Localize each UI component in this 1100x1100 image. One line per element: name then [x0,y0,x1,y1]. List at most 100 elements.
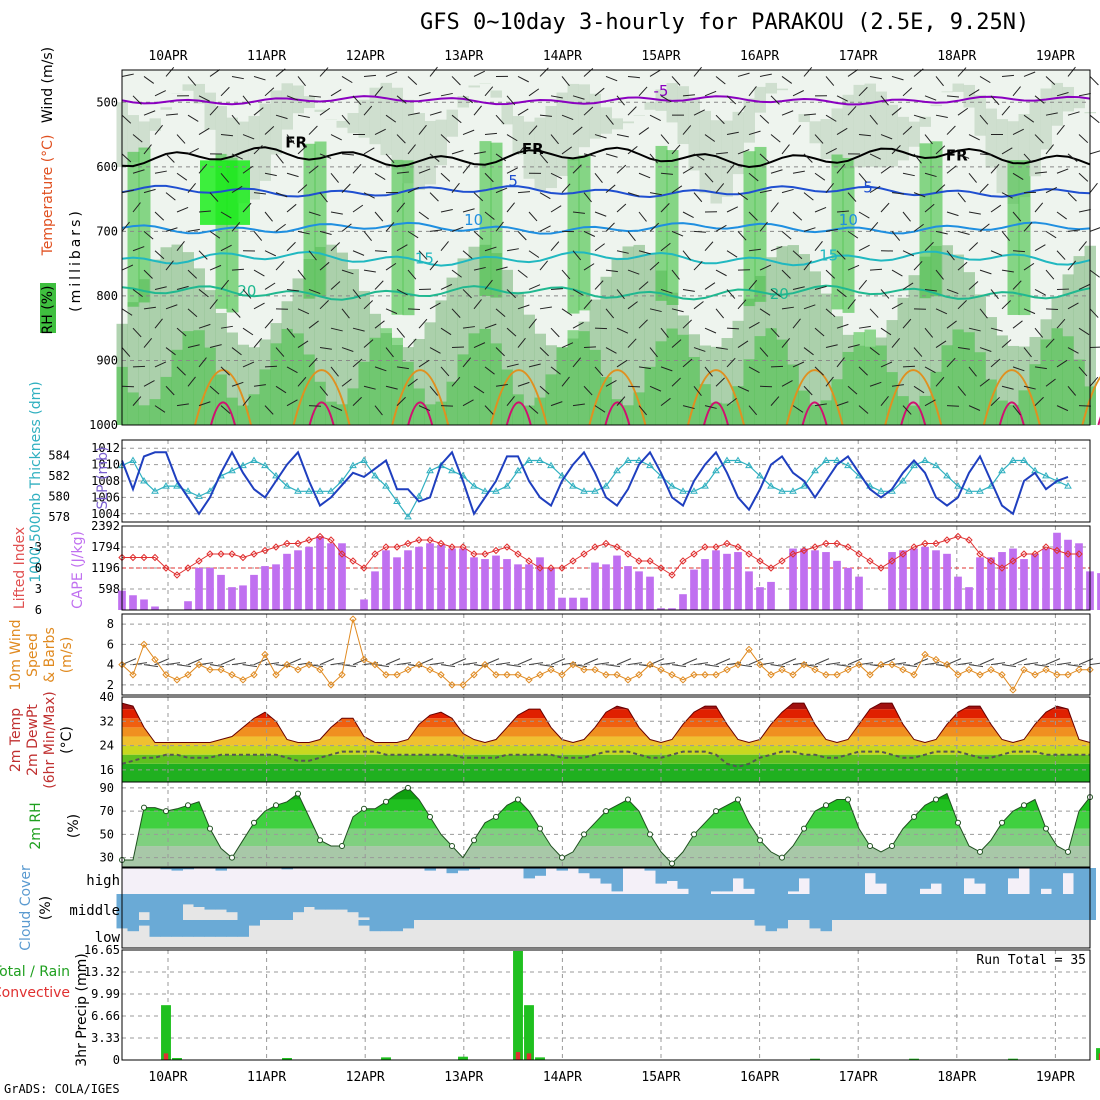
wind-barb [792,318,801,329]
surface-wind-barb [693,662,709,666]
cloud-cell [996,868,1008,894]
wind-point [283,660,291,669]
rh-band [149,118,161,131]
rh-band [1040,88,1052,150]
cloud-cell [721,894,733,920]
rh-point [735,796,741,803]
rh-band [534,397,546,425]
cape-bar [217,574,225,610]
thickness-point [734,456,742,463]
wind-barb [759,347,769,357]
wind-barb [682,94,695,97]
wind-point [316,665,324,674]
wind-barb [902,282,914,290]
surface-wind-barb [539,664,555,668]
lifted-point [789,550,797,558]
lifted-point [965,536,973,544]
wind-barb [209,192,219,202]
cape-bar [1064,539,1072,610]
wind-barb [1012,86,1021,97]
wind-point [701,671,709,679]
thickness-point [976,487,984,494]
wind-point [371,660,379,669]
wind-barb [517,381,530,387]
wind-barb [869,185,881,194]
wind-barb [770,169,783,174]
wind-barb [385,347,394,358]
bottom-date-tick: 16APR [740,1070,779,1085]
wind-barb [660,95,672,103]
wind-barb [781,110,794,116]
slp-axis-label: SLP (mb) [95,446,111,509]
wind-barb [979,183,989,193]
thickness-point [591,487,599,494]
cloud-cell [688,894,700,920]
wind-barb [913,385,925,394]
cloud-cell [1051,868,1063,894]
lifted-point [701,543,709,551]
cape-bar [206,567,214,610]
wind-barb [572,250,582,261]
wind-barb [550,401,563,407]
lifted-point [228,550,236,558]
thickness-tick-label: 584 [48,448,70,462]
wind-barb [616,289,625,300]
wind-barb [671,308,684,313]
cape-bar [371,571,379,610]
rh-band [787,101,799,102]
cloud-cell [303,894,315,907]
wind-point [327,681,335,689]
surface-wind-barb [924,662,940,666]
wind-barb [836,401,849,407]
wind-barb [737,105,746,116]
temp-band [122,763,1090,782]
thickness-point [250,456,258,463]
cape-bar [734,552,742,610]
rh-band [996,400,1008,425]
wind-barb [198,163,208,174]
cloud-cell [776,894,788,920]
wind-barb [308,320,319,329]
rh-band [941,91,953,93]
rh-axis-label: RH (%) [40,286,56,335]
cloud-cell [820,894,832,920]
wind-point [866,671,874,679]
wind-barb [781,76,793,84]
rh-band [380,82,392,156]
wind-barb [407,144,416,155]
temp-tick-label: 24 [100,739,114,753]
wind-point [932,655,940,664]
wind-barb [374,250,388,253]
wind-barb [253,75,266,81]
wind-barb [979,76,991,84]
wind-barb [836,127,848,135]
wind-barb [858,244,870,252]
wind-point [404,665,412,674]
wind-barb [132,95,142,105]
rh-band [468,333,480,425]
cloud-cell [501,894,513,920]
cloud-cell [666,894,678,920]
wind-barb [319,107,331,116]
temp-axis-label: (6hr Min/Max) [42,691,58,788]
rh-point [537,825,543,832]
wind-barb [781,269,791,279]
wind-barb [1056,318,1066,329]
wind-barb [858,86,868,97]
wind-barb [671,339,682,348]
rh-band [1062,336,1074,425]
lifted-point [206,550,214,558]
cloud-cell [556,894,568,920]
wind-barb [891,302,903,310]
surface-wind-barb [528,662,544,666]
rh-band [490,253,502,425]
wind-barb [638,319,648,329]
cloud-cell [545,894,557,920]
wind-barb [770,327,780,338]
wind-barb [231,153,243,160]
cape-tick-label: 598 [98,582,120,596]
hot-contour [407,401,434,426]
wind-barb [902,126,913,135]
cloud-cell [1018,894,1030,920]
wind-barb [836,289,847,298]
